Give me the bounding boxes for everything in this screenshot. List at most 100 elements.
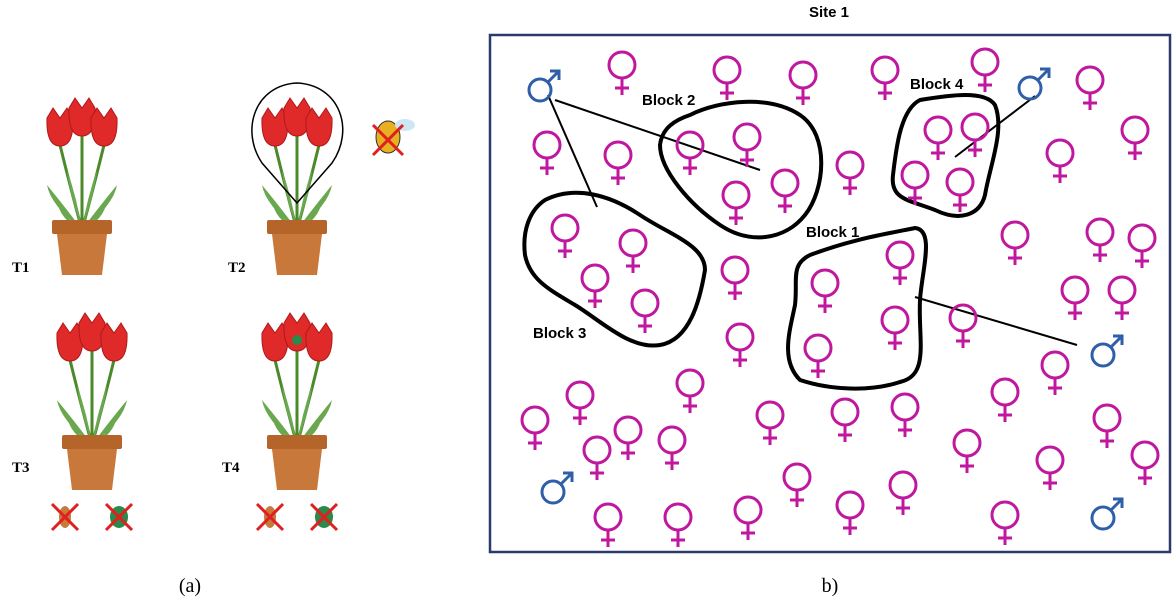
female-symbol (1130, 440, 1160, 470)
block-label: Block 3 (533, 325, 586, 342)
leaf (282, 385, 297, 445)
pot-rim (62, 435, 122, 449)
female-symbol (885, 240, 915, 270)
pot (57, 234, 107, 275)
male-plant (540, 471, 574, 505)
female-symbol (1107, 275, 1137, 305)
female-symbol (732, 122, 762, 152)
female-symbol (755, 400, 785, 430)
female-plant (603, 140, 633, 185)
female-symbol (1045, 138, 1075, 168)
female-symbol (835, 490, 865, 520)
female-plant (1085, 217, 1115, 262)
female-symbol (630, 288, 660, 318)
leaf (82, 185, 117, 230)
leaf (92, 385, 107, 445)
female-plant (923, 115, 953, 160)
treatment-label: T1 (12, 260, 30, 276)
female-plant (835, 490, 865, 535)
treatment-label: T4 (222, 460, 240, 476)
panel-a (46, 82, 415, 532)
female-symbol (970, 47, 1000, 77)
block-outline (786, 226, 928, 391)
leaf (47, 185, 82, 230)
leaf (297, 400, 332, 445)
block-outline (658, 99, 824, 240)
tulip (68, 97, 96, 137)
female-symbol (900, 160, 930, 190)
male-symbol (559, 472, 573, 486)
potted-plant (251, 82, 415, 275)
site-title: Site 1 (809, 4, 849, 21)
male-plant (1090, 497, 1124, 531)
leaf (297, 185, 332, 230)
caption: (a) (179, 575, 201, 597)
pollen-line (547, 94, 598, 208)
block-label: Block 2 (642, 92, 695, 109)
female-symbol (675, 130, 705, 160)
female-plant (788, 60, 818, 105)
female-plant (675, 130, 705, 175)
female-plant (607, 50, 637, 95)
tulip (100, 322, 128, 362)
pot (272, 234, 322, 275)
female-plant (613, 415, 643, 460)
female-plant (990, 377, 1020, 422)
leaf (297, 170, 312, 230)
pollen-line (954, 95, 1036, 158)
female-plant (1120, 115, 1150, 160)
female-symbol (720, 255, 750, 285)
cross (104, 502, 134, 532)
female-plant (520, 405, 550, 450)
tulip (90, 107, 118, 147)
female-plant (593, 502, 623, 547)
female-symbol (1120, 115, 1150, 145)
female-plant (880, 305, 910, 350)
leaf (92, 400, 127, 445)
female-symbol (580, 263, 610, 293)
female-plant (565, 380, 595, 425)
male-symbol (563, 471, 574, 482)
male-symbol (550, 69, 561, 80)
cross (50, 502, 80, 532)
male-symbol (546, 70, 560, 84)
potted-plant (255, 312, 339, 532)
female-plant (960, 112, 990, 157)
female-symbol (788, 60, 818, 90)
male-symbol (1017, 75, 1043, 101)
block-label: Block 1 (806, 224, 859, 241)
female-plant (782, 462, 812, 507)
leaf (57, 400, 92, 445)
female-symbol (520, 405, 550, 435)
tulip (305, 107, 333, 147)
caption: b) (822, 575, 839, 597)
potted-plant (50, 312, 134, 532)
female-symbol (1035, 445, 1065, 475)
female-symbol (782, 462, 812, 492)
leaf (262, 185, 297, 230)
block-label: Block 4 (910, 76, 964, 93)
female-plant (1075, 65, 1105, 110)
female-plant (900, 160, 930, 205)
female-plant (657, 425, 687, 470)
female-symbol (593, 502, 623, 532)
female-symbol (888, 470, 918, 500)
female-plant (732, 122, 762, 167)
female-symbol (712, 55, 742, 85)
plant-symbols (520, 47, 1160, 547)
female-symbol (532, 130, 562, 160)
female-plant (720, 255, 750, 300)
female-plant (948, 303, 978, 348)
female-symbol (721, 180, 751, 210)
female-plant (532, 130, 562, 175)
female-plant (1107, 275, 1137, 320)
pot-rim (267, 220, 327, 234)
male-symbol (1040, 67, 1051, 78)
female-plant (803, 333, 833, 378)
female-symbol (565, 380, 595, 410)
female-symbol (613, 415, 643, 445)
female-plant (712, 55, 742, 100)
female-plant (663, 502, 693, 547)
potted-plant (46, 97, 118, 275)
tulip (283, 97, 311, 137)
